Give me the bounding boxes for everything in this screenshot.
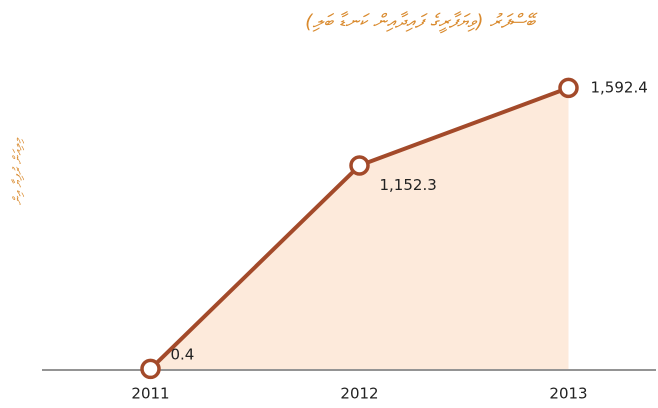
y-axis-label: މިލިއަން ރުފިޔާ އިން bbox=[11, 137, 25, 206]
point bbox=[349, 155, 370, 176]
point bbox=[558, 77, 579, 99]
chart-title: ބޭސްފަރު (ވިޔަފާރީގެ ފައިދާއިން ކަނޑާ ބަ… bbox=[305, 11, 538, 34]
data-label: 1,592.4 bbox=[591, 78, 648, 96]
point bbox=[140, 358, 161, 380]
x-tick-label: 2011 bbox=[131, 385, 169, 403]
data-label: 1,152.3 bbox=[380, 176, 437, 194]
area bbox=[150, 87, 569, 369]
x-tick-label: 2013 bbox=[549, 385, 587, 403]
data-label: 0.4 bbox=[171, 345, 195, 363]
x-tick-label: 2012 bbox=[340, 385, 378, 403]
